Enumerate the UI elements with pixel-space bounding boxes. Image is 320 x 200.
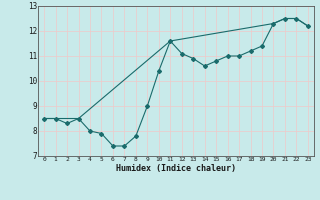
X-axis label: Humidex (Indice chaleur): Humidex (Indice chaleur)	[116, 164, 236, 173]
